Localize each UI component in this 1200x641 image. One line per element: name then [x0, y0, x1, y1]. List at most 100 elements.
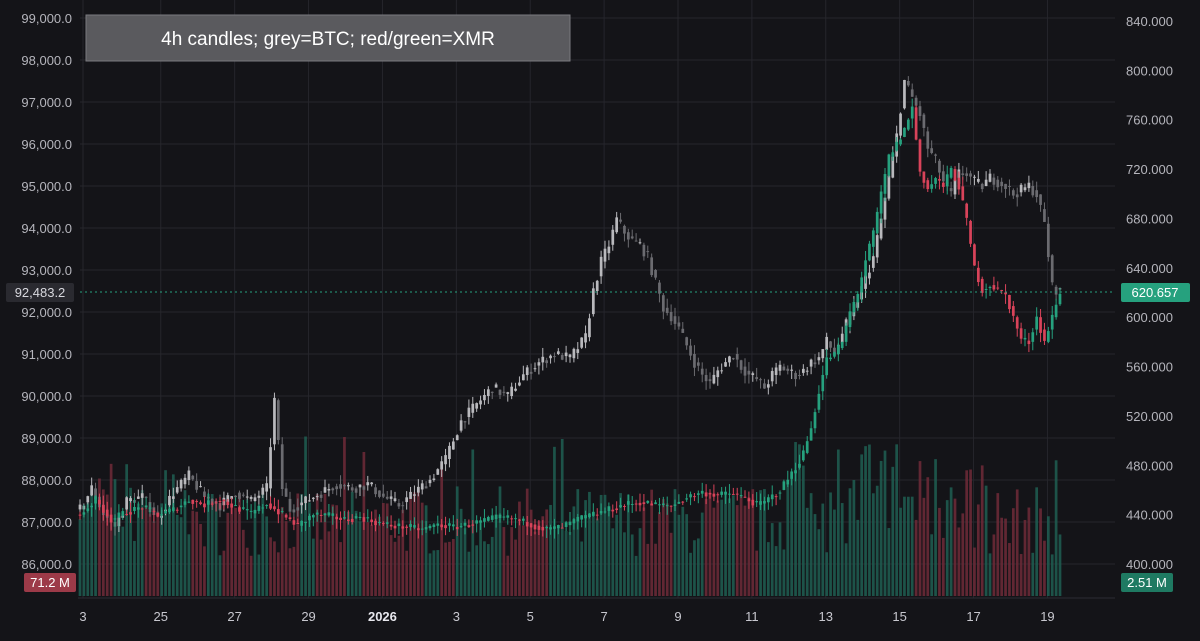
btc-candle-body: [747, 370, 751, 375]
xmr-candle-body: [136, 507, 140, 510]
right-price-axis[interactable]: 840.000 800.000 760.000 720.000 680.000 640.0…: [1126, 14, 1173, 572]
volume-bar: [973, 547, 976, 596]
volume-bar: [490, 536, 494, 596]
xmr-candle-body: [868, 243, 871, 261]
btc-candle-body: [273, 397, 276, 445]
volume-bar: [642, 507, 646, 596]
xmr-candle-body: [1008, 294, 1011, 310]
btc-candle-body: [766, 384, 770, 388]
volume-bar: [389, 535, 393, 596]
btc-candle-body: [304, 496, 307, 504]
xmr-candle-body: [646, 500, 650, 503]
xmr-candle-body: [537, 525, 541, 530]
volume-bar: [1019, 554, 1023, 596]
btc-candle-body: [770, 371, 774, 382]
btc-candle-body: [906, 81, 910, 86]
xmr-candle-body: [794, 470, 797, 474]
xmr-candle-body: [549, 527, 552, 530]
volume-bar: [903, 496, 906, 596]
volume-bar: [78, 519, 82, 596]
volume-bar: [521, 525, 525, 596]
xmr-candle-body: [720, 491, 724, 495]
xmr-candle-body: [1004, 292, 1007, 295]
xmr-candle-body: [910, 106, 914, 119]
left-axis-tick-label: 89,000.0: [21, 431, 72, 446]
btc-candle-body: [350, 487, 354, 491]
left-axis-tick-label: 96,000.0: [21, 137, 72, 152]
xmr-candle-body: [891, 152, 895, 157]
btc-candle-body: [735, 354, 739, 360]
btc-candle-body: [751, 373, 755, 375]
volume-bar: [1004, 518, 1007, 596]
btc-candle-body: [413, 494, 416, 496]
btc-candle-body: [346, 485, 350, 487]
btc-candle-body: [899, 113, 902, 136]
xmr-candle-body: [195, 501, 199, 503]
btc-candle-body: [611, 229, 615, 245]
volume-bar: [634, 555, 638, 596]
xmr-candle-body: [140, 508, 144, 510]
xmr-candle-body: [996, 287, 1000, 289]
xmr-candle-body: [424, 527, 428, 530]
xmr-candle-body: [1039, 317, 1042, 333]
volume-bar: [743, 505, 747, 596]
volume-bar: [801, 465, 805, 596]
volume-bar: [739, 495, 743, 596]
btc-candle-body: [739, 360, 743, 370]
volume-bar: [510, 527, 514, 596]
time-axis[interactable]: 3 25 27 29 2026 3 5 7 9 11 13 15 17 19: [79, 609, 1054, 624]
xmr-candle-body: [638, 502, 642, 506]
xmr-candle-body: [700, 490, 704, 494]
volume-bar: [1027, 507, 1031, 596]
volume-bar: [712, 507, 716, 596]
volume-bar: [1008, 543, 1011, 596]
volume-bar: [751, 489, 755, 596]
left-price-axis[interactable]: 99,000.0 98,000.0 97,000.0 96,000.0 95,000.0…: [21, 11, 72, 572]
btc-candle-body: [241, 494, 245, 496]
xmr-candle-body: [735, 493, 739, 495]
volume-bar: [366, 522, 370, 596]
xmr-candle-body: [280, 511, 284, 513]
btc-candle-body: [595, 280, 599, 291]
xmr-candle-body: [160, 514, 164, 516]
volume-bar: [875, 485, 879, 596]
right-axis-tick-label: 440.000: [1126, 508, 1173, 523]
xmr-candle-body: [805, 441, 809, 453]
btc-candle-body: [486, 389, 490, 396]
xmr-candle-body: [374, 520, 377, 526]
volume-bar: [914, 519, 918, 596]
volume-bar: [191, 510, 195, 596]
btc-candle-body: [136, 496, 140, 499]
volume-bar: [284, 521, 288, 596]
xmr-candle-body: [409, 524, 412, 527]
time-axis-tick-label: 27: [227, 609, 241, 624]
volume-bar: [459, 508, 463, 596]
xmr-candle-body: [269, 503, 272, 509]
xmr-candle-body: [774, 496, 778, 498]
btc-candle-body: [1027, 182, 1031, 189]
xmr-candle-body: [129, 512, 132, 515]
xmr-candle-body: [101, 504, 105, 513]
volume-bar: [101, 489, 105, 596]
xmr-candle-body: [490, 515, 494, 520]
btc-candle-body: [572, 348, 576, 359]
btc-candle-body: [743, 366, 747, 376]
xmr-candle-body: [840, 341, 844, 349]
xmr-candle-body: [475, 520, 479, 524]
xmr-candle-body: [175, 509, 179, 511]
btc-candle-body: [801, 368, 805, 373]
volume-bar: [413, 492, 416, 596]
btc-candle-body: [607, 246, 611, 254]
xmr-candle-body: [564, 522, 568, 527]
xmr-candle-body: [311, 515, 315, 518]
xmr-candle-body: [957, 177, 961, 190]
left-axis-tick-label: 92,000.0: [21, 305, 72, 320]
btc-candle-body: [696, 362, 700, 366]
btc-candle-body: [969, 173, 972, 177]
left-axis-tick-label: 87,000.0: [21, 515, 72, 530]
volume-bar: [479, 520, 482, 596]
volume-bar: [203, 546, 206, 596]
volume-bar: [308, 502, 311, 596]
btc-candle-body: [296, 507, 300, 511]
